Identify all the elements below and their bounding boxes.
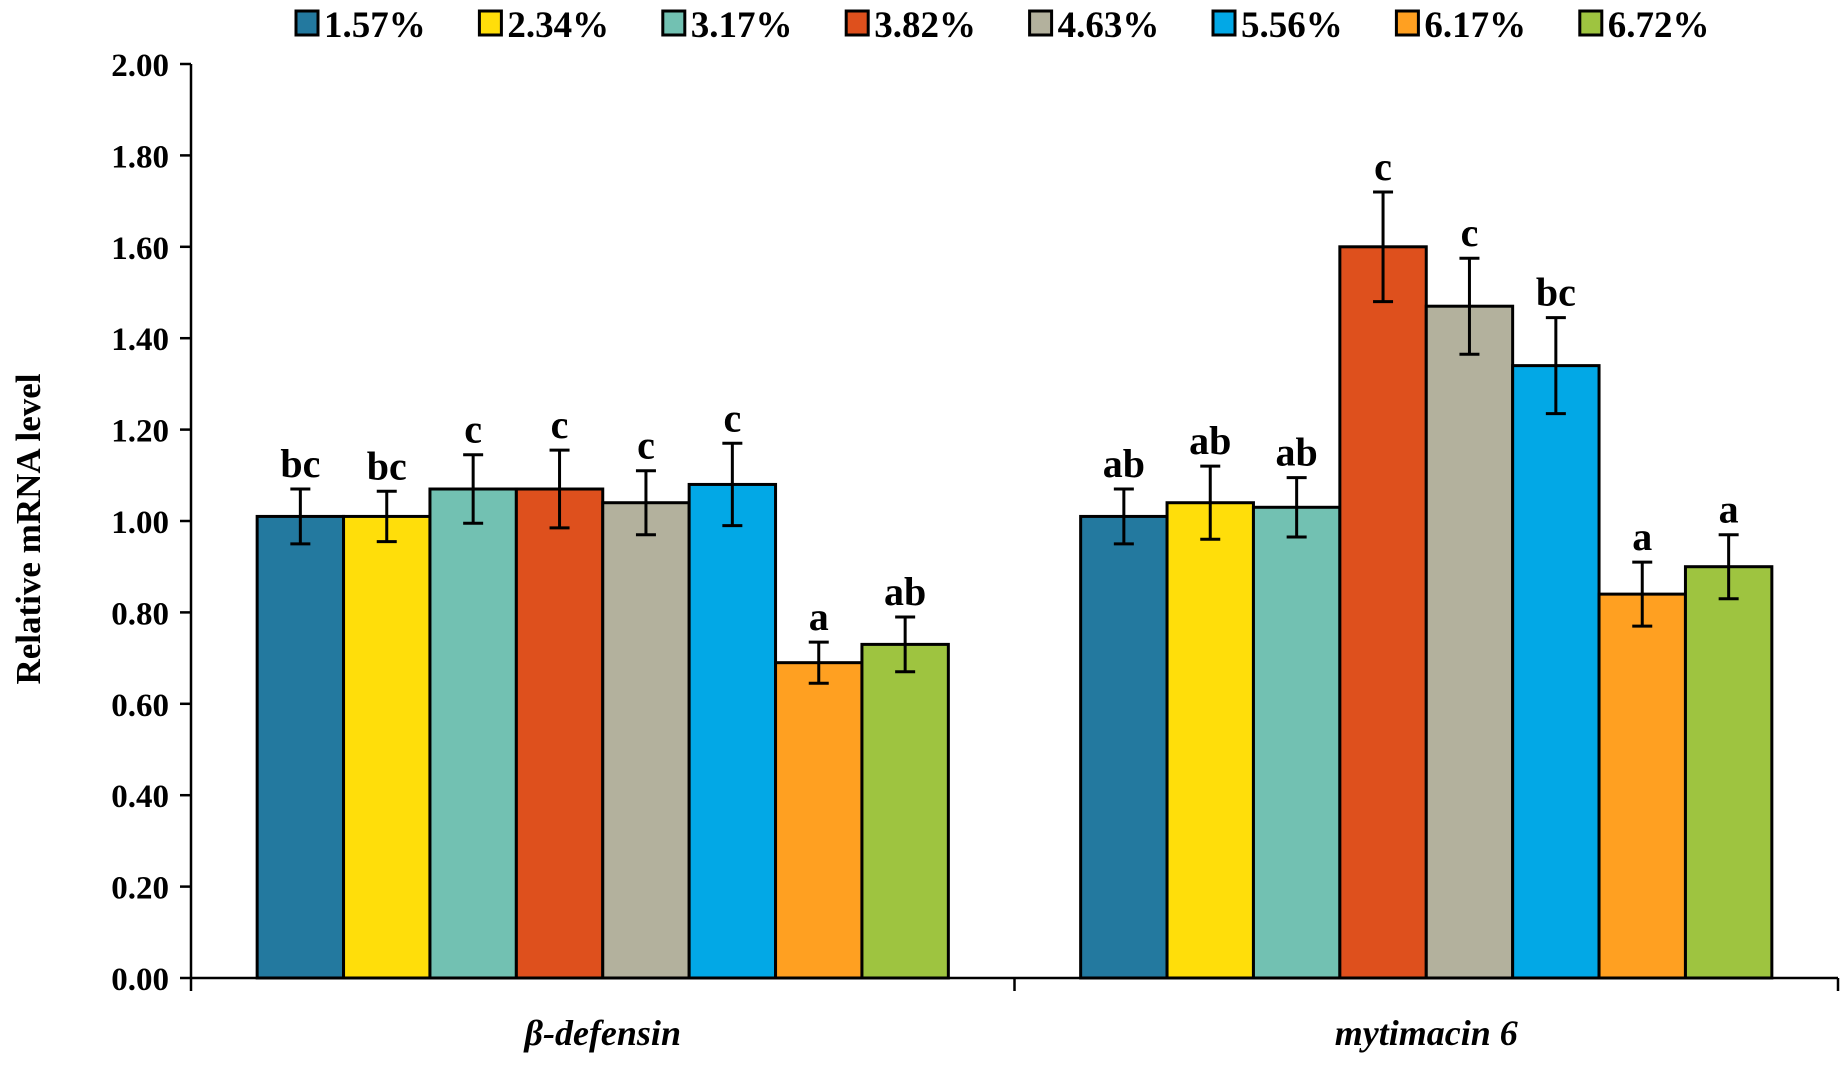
significance-label: bc: [367, 443, 407, 488]
x-category-label: β-defensin: [523, 1013, 681, 1053]
significance-label: c: [637, 423, 655, 468]
bar: [428, 487, 518, 980]
significance-label: bc: [280, 441, 320, 486]
legend-swatch: [1578, 9, 1604, 37]
y-tick-label: 1.20: [111, 414, 169, 450]
legend-label: 2.34%: [507, 5, 609, 46]
y-tick-label: 1.60: [111, 231, 169, 267]
legend-swatch: [1394, 9, 1420, 37]
y-axis-title: Relative mRNA level: [9, 373, 48, 684]
legend-swatch: [1211, 9, 1237, 37]
legend-swatch: [477, 9, 503, 37]
bar: [514, 487, 605, 980]
bar: [1165, 501, 1255, 980]
bar: [1511, 364, 1601, 980]
y-tick-label: 0.60: [111, 688, 169, 724]
bar: [1424, 304, 1515, 980]
significance-label: c: [723, 395, 741, 440]
y-tick-label: 1.40: [111, 322, 169, 358]
bar: [255, 514, 346, 980]
legend-label: 3.82%: [874, 5, 976, 46]
legend-label: 5.56%: [1241, 5, 1343, 46]
x-category-label: mytimacin 6: [1335, 1013, 1518, 1053]
significance-label: ab: [884, 569, 926, 614]
bar: [860, 642, 950, 980]
legend-label: 4.63%: [1058, 5, 1160, 46]
legend-label: 3.17%: [691, 5, 793, 46]
bar: [1251, 505, 1342, 980]
significance-label: ab: [1276, 430, 1318, 475]
bar: [1597, 592, 1687, 980]
y-tick-label: 0.80: [111, 596, 169, 632]
significance-label: c: [1461, 210, 1479, 255]
y-tick-label: 2.00: [111, 48, 169, 84]
legend-label: 6.17%: [1424, 5, 1526, 46]
significance-label: a: [1632, 514, 1652, 559]
significance-label: c: [1374, 144, 1392, 189]
y-tick-label: 0.00: [111, 962, 169, 998]
legend-label: 6.72%: [1608, 5, 1710, 46]
significance-label: a: [809, 594, 829, 639]
bar: [1079, 514, 1169, 980]
significance-label: ab: [1103, 441, 1145, 486]
bar: [342, 514, 432, 980]
y-tick-label: 1.80: [111, 139, 169, 175]
significance-label: c: [464, 407, 482, 452]
y-tick-label: 0.40: [111, 779, 169, 815]
bar: [774, 661, 864, 980]
legend-swatch: [661, 9, 687, 37]
legend-swatch: [844, 9, 870, 37]
legend-label: 1.57%: [324, 5, 426, 46]
legend-swatch: [1028, 9, 1054, 37]
bar: [601, 501, 691, 980]
significance-label: bc: [1536, 270, 1576, 315]
significance-label: c: [551, 402, 569, 447]
y-tick-label: 0.20: [111, 871, 169, 907]
significance-label: a: [1719, 487, 1739, 532]
significance-label: ab: [1189, 418, 1231, 463]
bar: [1338, 245, 1428, 980]
y-tick-label: 1.00: [111, 505, 169, 541]
bar: [687, 482, 778, 980]
legend-swatch: [294, 9, 320, 37]
bar: [1683, 565, 1774, 980]
